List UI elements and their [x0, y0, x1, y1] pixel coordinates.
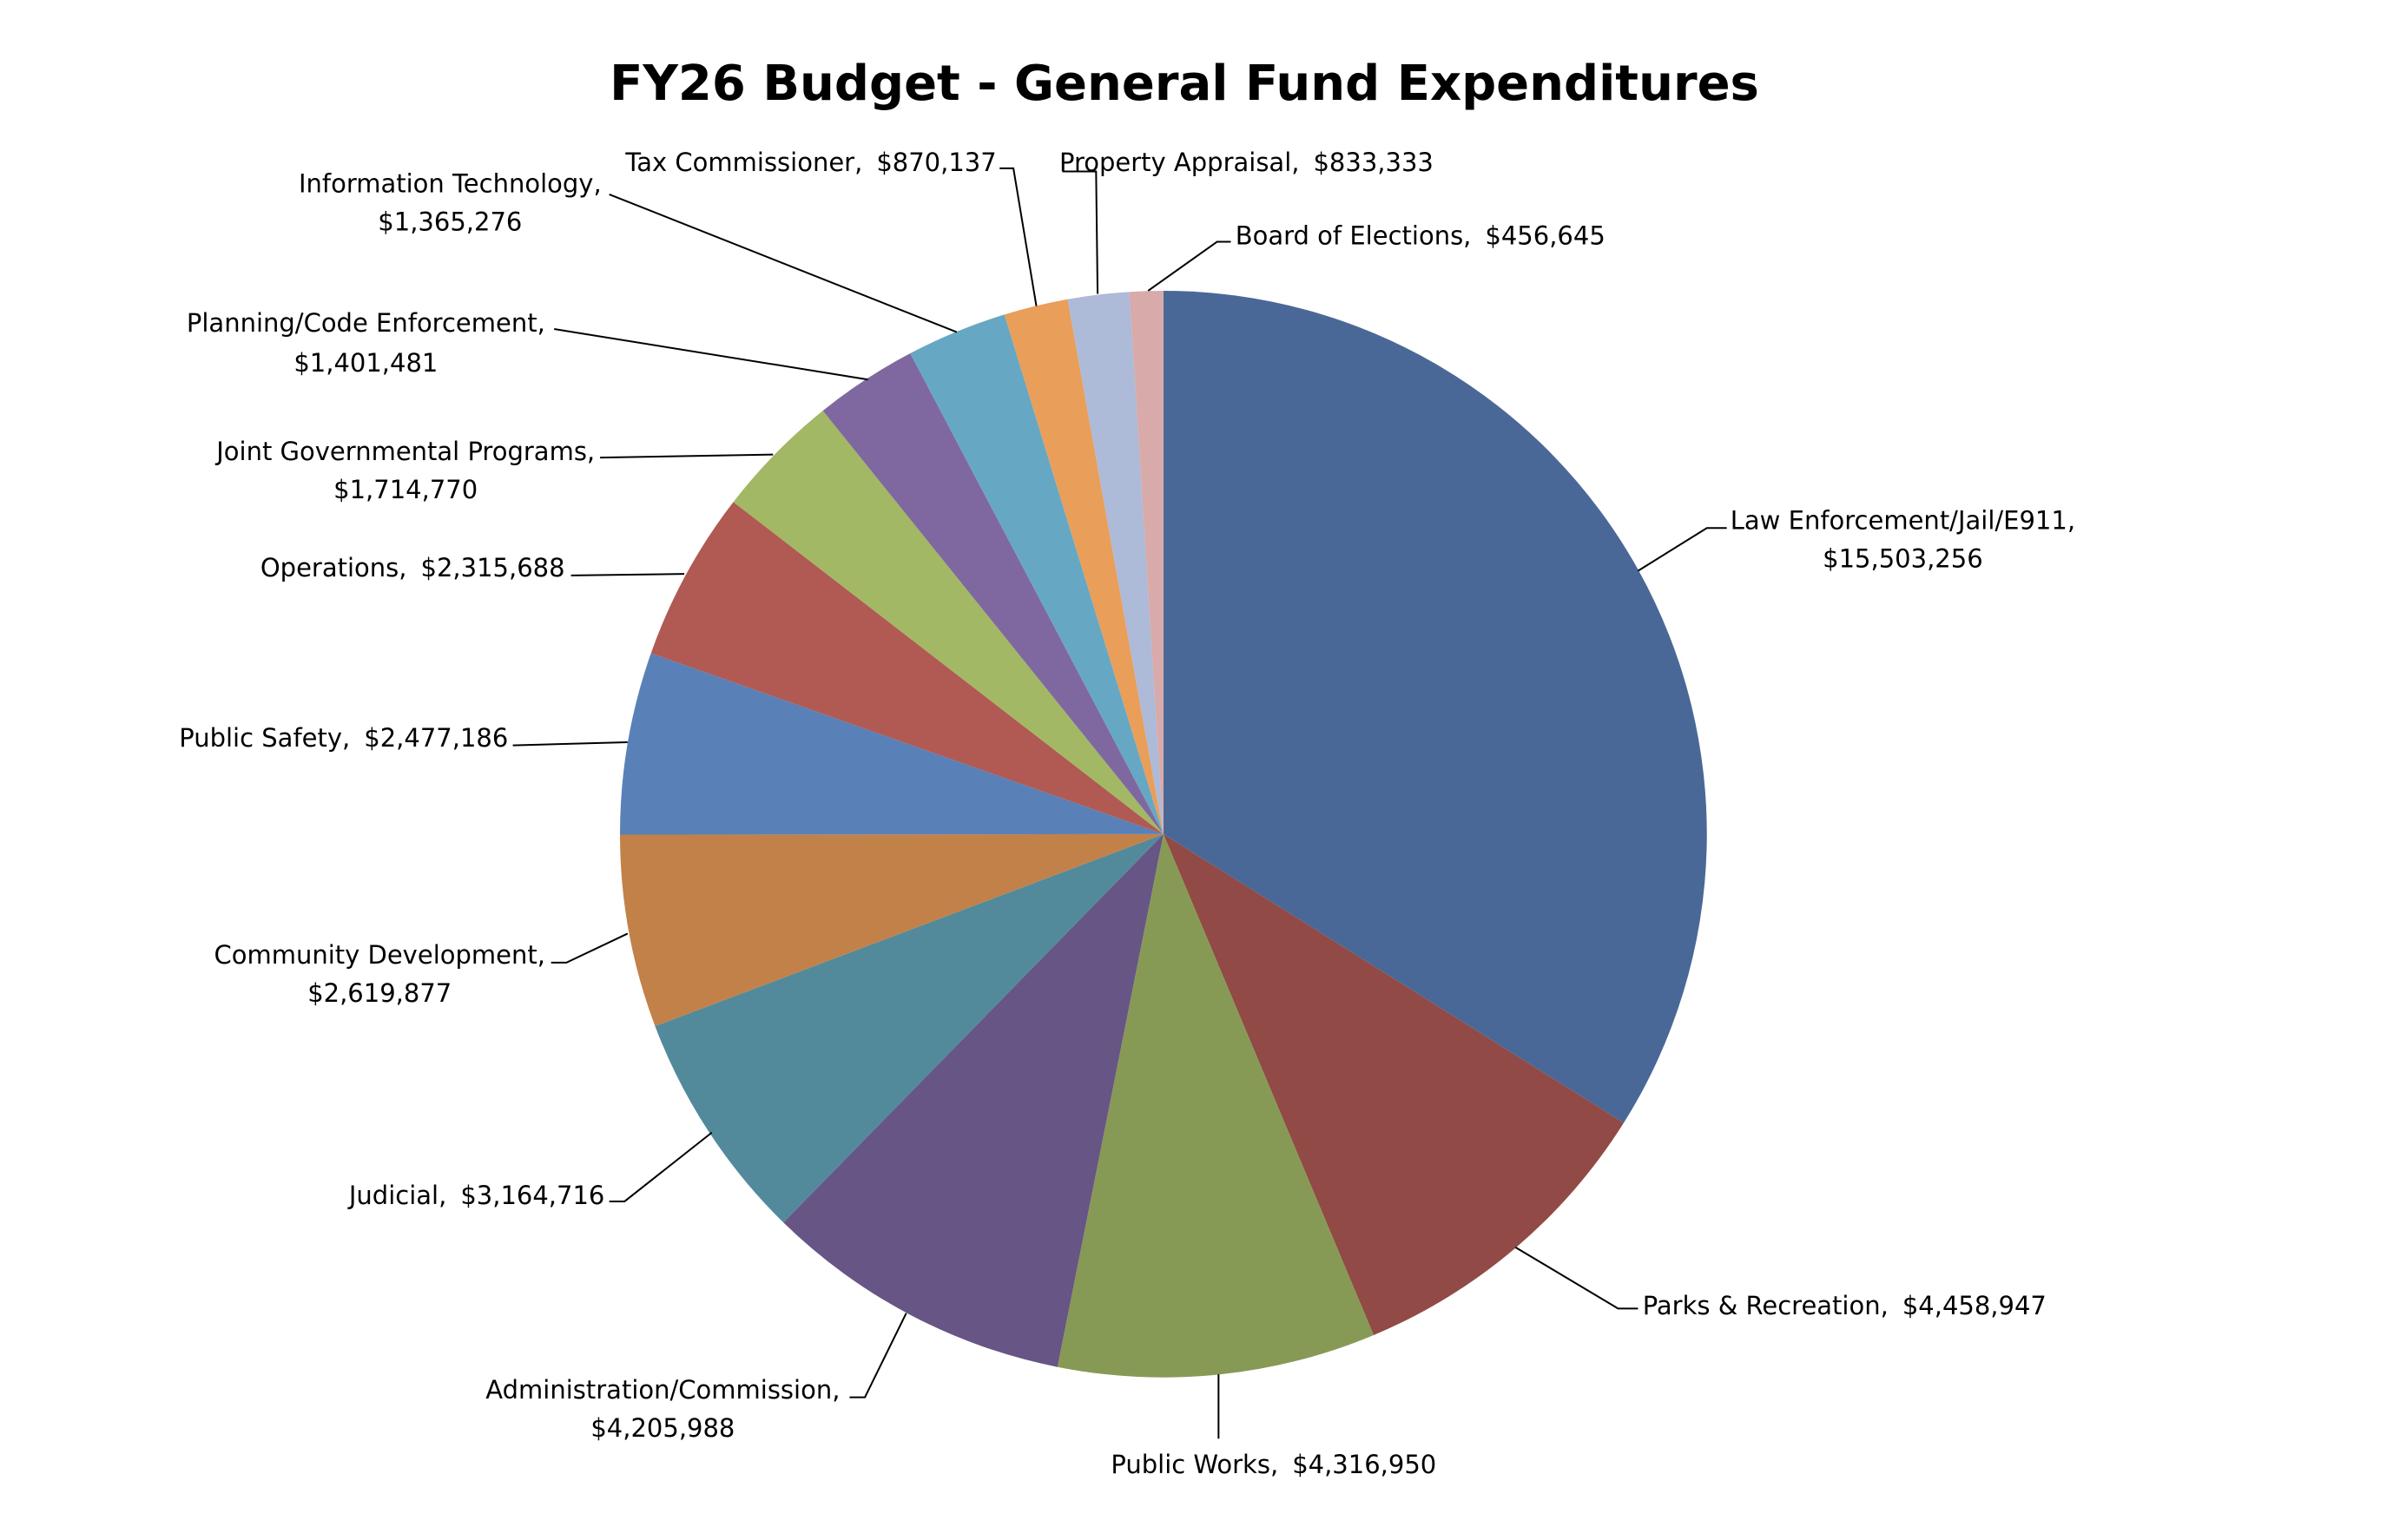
- label-value: $1,365,276: [378, 207, 522, 237]
- pie-slice: [1129, 290, 1164, 834]
- leader-line: [1062, 170, 1099, 294]
- label-value: $1,714,770: [333, 475, 478, 504]
- chart-title: FY26 Budget - General Fund Expenditures: [610, 56, 1759, 112]
- label-value: $456,645: [1485, 221, 1605, 251]
- pie-slice: [1163, 290, 1707, 1123]
- data-label: Law Enforcement/Jail/E911, $15,503,256: [1731, 505, 2075, 573]
- label-category: Planning/Code Enforcement,: [187, 308, 545, 338]
- pie-slice: [650, 502, 1164, 834]
- leader-line: [1514, 1246, 1638, 1310]
- data-label: Board of Elections, $456,645: [1236, 221, 1605, 251]
- leader-line: [512, 741, 628, 747]
- label-category: Community Development,: [214, 940, 545, 970]
- data-label: Joint Governmental Programs, $1,714,770: [214, 437, 595, 504]
- pie-slice: [1004, 299, 1164, 834]
- label-value: $2,619,877: [307, 978, 452, 1008]
- leader-line: [999, 167, 1038, 306]
- pie-slice: [783, 833, 1164, 1367]
- label-category: Administration/Commission,: [485, 1375, 840, 1405]
- data-label: Tax Commissioner, $870,137: [624, 148, 996, 177]
- label-value: $4,458,947: [1902, 1291, 2047, 1320]
- label-category: Operations,: [260, 553, 407, 582]
- data-label: Parks & Recreation, $4,458,947: [1643, 1291, 2047, 1320]
- pie-slice: [1163, 833, 1624, 1335]
- label-value: $15,503,256: [1823, 543, 1983, 573]
- pie-slice: [1067, 292, 1164, 834]
- pie-slice: [910, 314, 1164, 834]
- leader-line: [609, 1131, 713, 1202]
- label-category: Joint Governmental Programs,: [214, 437, 595, 466]
- label-category: Public Safety,: [179, 723, 350, 753]
- label-value: $833,333: [1313, 148, 1433, 177]
- label-value: $4,316,950: [1292, 1450, 1436, 1479]
- label-value: $3,164,716: [460, 1181, 604, 1210]
- pie-slice: [655, 833, 1164, 1223]
- label-category: Parks & Recreation,: [1643, 1291, 1889, 1320]
- label-value: $1,401,481: [293, 348, 438, 378]
- pie-slice: [620, 653, 1164, 835]
- data-label: Judicial, $3,164,716: [347, 1181, 605, 1210]
- label-category: Law Enforcement/Jail/E911,: [1731, 505, 2075, 535]
- leader-line: [849, 1313, 907, 1399]
- leader-line: [570, 573, 685, 576]
- label-category: Information Technology,: [299, 169, 602, 199]
- pie-slice: [1057, 833, 1375, 1378]
- data-label: Administration/Commission, $4,205,988: [485, 1375, 840, 1443]
- pie-slice: [822, 353, 1164, 834]
- leader-line: [600, 453, 774, 459]
- data-label: Property Appraisal, $833,333: [1059, 148, 1434, 177]
- label-category: Property Appraisal,: [1059, 148, 1300, 177]
- label-value: $4,205,988: [590, 1413, 735, 1443]
- data-label: Information Technology, $1,365,276: [299, 169, 602, 237]
- leader-line: [1147, 240, 1231, 292]
- data-label: Public Safety, $2,477,186: [179, 723, 508, 753]
- data-label: Planning/Code Enforcement, $1,401,481: [187, 308, 545, 378]
- label-value: $2,477,186: [364, 723, 508, 753]
- pie-slice: [733, 411, 1164, 834]
- label-category: Board of Elections,: [1236, 221, 1472, 251]
- leader-line: [1637, 527, 1727, 572]
- data-label: Community Development, $2,619,877: [214, 940, 545, 1008]
- label-category: Judicial,: [347, 1181, 446, 1210]
- data-label: Operations, $2,315,688: [260, 553, 565, 582]
- label-value: $870,137: [876, 148, 996, 177]
- pie-slice: [620, 833, 1164, 1027]
- label-category: Tax Commissioner,: [624, 148, 862, 177]
- leader-line: [609, 193, 958, 333]
- leader-line: [554, 328, 868, 381]
- label-category: Public Works,: [1111, 1450, 1278, 1479]
- label-value: $2,315,688: [421, 553, 565, 582]
- leader-line: [551, 932, 629, 964]
- data-label: Public Works, $4,316,950: [1111, 1450, 1436, 1479]
